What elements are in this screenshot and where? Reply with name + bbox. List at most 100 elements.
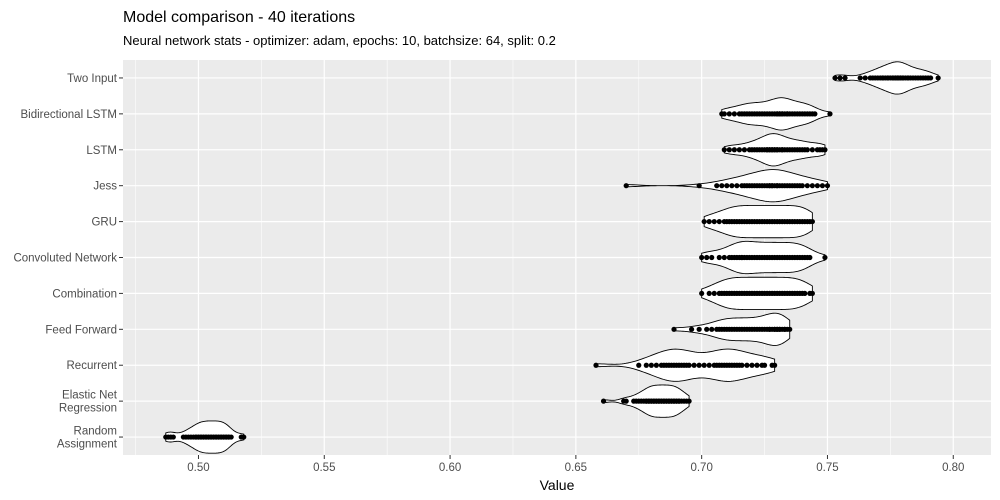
data-point [706,290,712,297]
data-point [686,362,692,368]
data-point [804,183,810,189]
data-point [741,147,748,153]
data-point [842,75,848,81]
y-tick-label-line: Random [74,426,117,438]
data-point [699,254,705,261]
data-point [704,326,710,332]
data-point [648,362,654,368]
data-point [228,434,234,440]
data-point [721,111,727,117]
y-tick-label: Elastic Net Regression [59,390,118,415]
data-point [736,147,743,153]
data-point [714,183,720,189]
data-point [809,183,815,189]
y-tick-label-line: Combination [52,288,117,300]
y-tick-label-line: Bidirectional LSTM [20,109,117,121]
data-point [691,362,697,368]
data-point [729,183,735,189]
data-point [696,326,702,332]
data-point [739,362,745,368]
data-point [799,183,805,189]
data-point [724,183,730,189]
data-point [809,218,815,225]
gridlines [123,60,991,455]
y-tick-label-line: Two Input [67,73,118,85]
data-point [721,254,727,261]
data-point [814,183,821,189]
data-point [812,111,818,117]
axes: 0.50 0.55 0.60 0.65 0.70 0.75 0.80 Two Input Bid… [13,73,964,474]
data-point [711,218,717,225]
data-point [749,362,755,368]
data-point [704,254,710,261]
data-point [809,290,815,297]
y-tick-label-line: GRU [91,217,117,229]
data-point [721,147,727,153]
data-point [832,75,838,81]
y-tick-label-line: Elastic Net [62,390,118,402]
y-tick-label: Jess [93,181,117,193]
data-point [716,218,722,225]
y-tick-label-line: Convoluted Network [13,253,117,265]
x-tick-label: 0.50 [187,462,209,474]
data-point [744,362,750,368]
data-point [804,147,810,153]
x-tick-label: 0.70 [690,462,712,474]
data-points [163,75,941,440]
data-point [671,326,677,332]
y-tick-label: Recurrent [67,360,118,372]
data-point [731,147,737,153]
y-tick-label: Feed Forward [45,324,117,336]
data-point [593,362,599,368]
data-point [706,218,712,225]
data-point [754,362,760,368]
data-point [716,254,722,261]
data-point [819,183,826,189]
data-point [686,398,692,404]
x-tick-label: 0.80 [942,462,964,474]
x-axis-title: Value [540,477,575,493]
data-point [623,183,629,189]
data-point [696,183,702,189]
data-point [643,362,649,368]
data-point [699,290,705,297]
data-point [600,398,607,404]
data-point [689,326,695,332]
y-tick-label: Combination [52,288,117,300]
data-point [802,290,808,297]
data-point [824,183,831,189]
data-point [623,398,629,404]
data-point [653,362,659,368]
y-tick-label: Convoluted Network [13,253,117,265]
data-point [706,362,712,368]
data-point [734,183,740,189]
y-tick-label-line: Feed Forward [45,324,117,336]
data-point [822,147,828,153]
data-point [701,362,707,368]
data-point [895,75,901,81]
x-tick-label: 0.55 [313,462,335,474]
data-point [772,362,778,368]
data-point [636,362,642,368]
data-point [837,75,843,81]
y-tick-label-line: Assignment [57,439,118,451]
data-point [857,75,863,81]
data-point [731,111,737,117]
y-tick-label-line: Recurrent [67,360,118,372]
y-tick-label-line: Regression [59,403,117,415]
data-point [709,326,715,332]
data-point [719,183,725,189]
data-point [935,75,941,81]
data-point [928,75,934,81]
data-point [809,147,815,153]
x-tick-label: 0.65 [565,462,587,474]
data-point [862,75,868,81]
data-point [726,147,732,153]
data-point [170,434,176,440]
data-point [241,434,247,440]
data-point [711,290,717,297]
y-tick-label-line: Jess [93,181,117,193]
data-point [701,218,707,225]
y-tick-label: Bidirectional LSTM [20,109,117,121]
